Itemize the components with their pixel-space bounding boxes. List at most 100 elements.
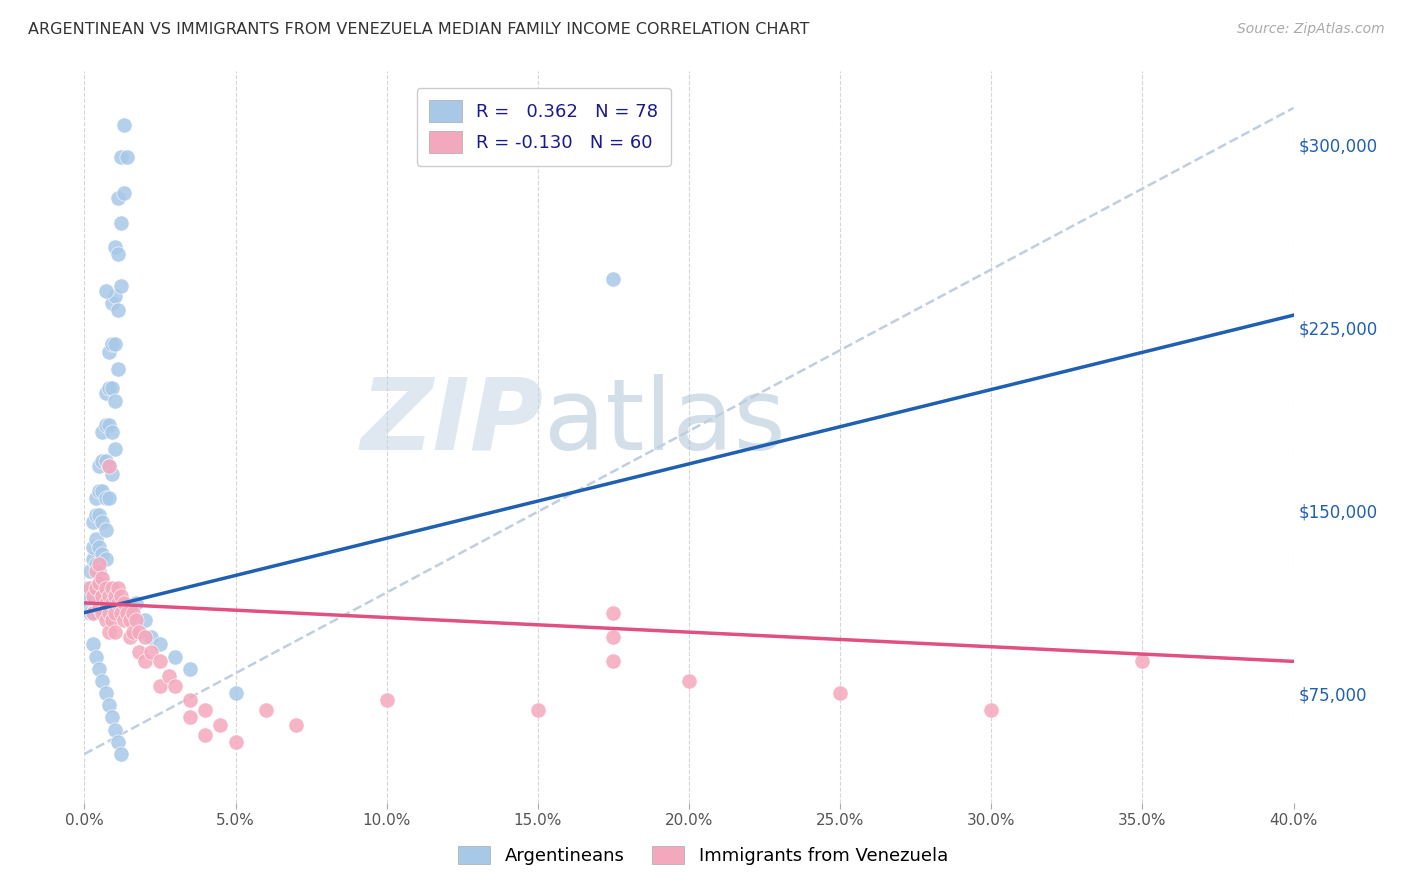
- Point: [980, 703, 1002, 717]
- Point: [82, 589, 104, 603]
- Point: [104, 442, 127, 457]
- Point: [104, 625, 127, 640]
- Point: [602, 606, 624, 620]
- Point: [527, 703, 550, 717]
- Point: [179, 662, 201, 676]
- Point: [179, 710, 201, 724]
- Point: [165, 649, 187, 664]
- Point: [91, 516, 114, 530]
- Point: [82, 552, 104, 566]
- Point: [89, 483, 111, 498]
- Point: [104, 240, 127, 254]
- Point: [118, 630, 141, 644]
- Point: [91, 425, 114, 440]
- Point: [86, 581, 108, 595]
- Point: [97, 589, 120, 603]
- Text: ZIP: ZIP: [361, 374, 544, 471]
- Point: [100, 581, 122, 595]
- Point: [107, 735, 129, 749]
- Point: [194, 727, 217, 741]
- Point: [128, 645, 150, 659]
- Point: [97, 491, 120, 505]
- Point: [100, 425, 122, 440]
- Point: [100, 296, 122, 310]
- Point: [94, 596, 117, 610]
- Point: [94, 686, 117, 700]
- Text: atlas: atlas: [544, 374, 786, 471]
- Point: [89, 557, 111, 571]
- Point: [209, 718, 232, 732]
- Point: [285, 718, 308, 732]
- Point: [91, 454, 114, 468]
- Point: [104, 393, 127, 408]
- Point: [115, 150, 138, 164]
- Point: [134, 630, 156, 644]
- Point: [110, 747, 132, 761]
- Point: [82, 606, 104, 620]
- Point: [97, 698, 120, 713]
- Point: [112, 118, 135, 132]
- Point: [125, 613, 148, 627]
- Point: [89, 576, 111, 591]
- Point: [121, 625, 143, 640]
- Point: [89, 540, 111, 554]
- Point: [82, 516, 104, 530]
- Point: [194, 703, 217, 717]
- Point: [79, 606, 101, 620]
- Point: [94, 613, 117, 627]
- Point: [76, 581, 98, 595]
- Point: [97, 344, 120, 359]
- Text: ARGENTINEAN VS IMMIGRANTS FROM VENEZUELA MEDIAN FAMILY INCOME CORRELATION CHART: ARGENTINEAN VS IMMIGRANTS FROM VENEZUELA…: [28, 22, 810, 37]
- Point: [100, 337, 122, 351]
- Point: [94, 523, 117, 537]
- Point: [104, 606, 127, 620]
- Point: [86, 491, 108, 505]
- Point: [82, 581, 104, 595]
- Point: [179, 693, 201, 707]
- Point: [94, 581, 117, 595]
- Point: [118, 613, 141, 627]
- Point: [225, 686, 247, 700]
- Point: [94, 386, 117, 401]
- Point: [86, 533, 108, 547]
- Point: [112, 186, 135, 201]
- Point: [91, 547, 114, 561]
- Point: [79, 564, 101, 578]
- Point: [91, 483, 114, 498]
- Point: [100, 596, 122, 610]
- Point: [107, 596, 129, 610]
- Point: [134, 654, 156, 668]
- Point: [97, 459, 120, 474]
- Point: [94, 491, 117, 505]
- Point: [1130, 654, 1153, 668]
- Point: [110, 150, 132, 164]
- Point: [104, 723, 127, 737]
- Point: [112, 596, 135, 610]
- Point: [86, 564, 108, 578]
- Point: [100, 613, 122, 627]
- Point: [110, 606, 132, 620]
- Point: [125, 596, 148, 610]
- Point: [139, 645, 162, 659]
- Point: [94, 552, 117, 566]
- Point: [97, 606, 120, 620]
- Point: [89, 662, 111, 676]
- Point: [149, 679, 172, 693]
- Point: [86, 508, 108, 522]
- Point: [97, 625, 120, 640]
- Legend: Argentineans, Immigrants from Venezuela: Argentineans, Immigrants from Venezuela: [449, 837, 957, 874]
- Point: [107, 361, 129, 376]
- Point: [79, 589, 101, 603]
- Point: [89, 459, 111, 474]
- Point: [86, 557, 108, 571]
- Point: [602, 654, 624, 668]
- Point: [104, 288, 127, 302]
- Point: [97, 417, 120, 432]
- Point: [91, 589, 114, 603]
- Point: [139, 630, 162, 644]
- Point: [254, 703, 277, 717]
- Point: [94, 454, 117, 468]
- Point: [82, 606, 104, 620]
- Point: [91, 673, 114, 688]
- Point: [149, 654, 172, 668]
